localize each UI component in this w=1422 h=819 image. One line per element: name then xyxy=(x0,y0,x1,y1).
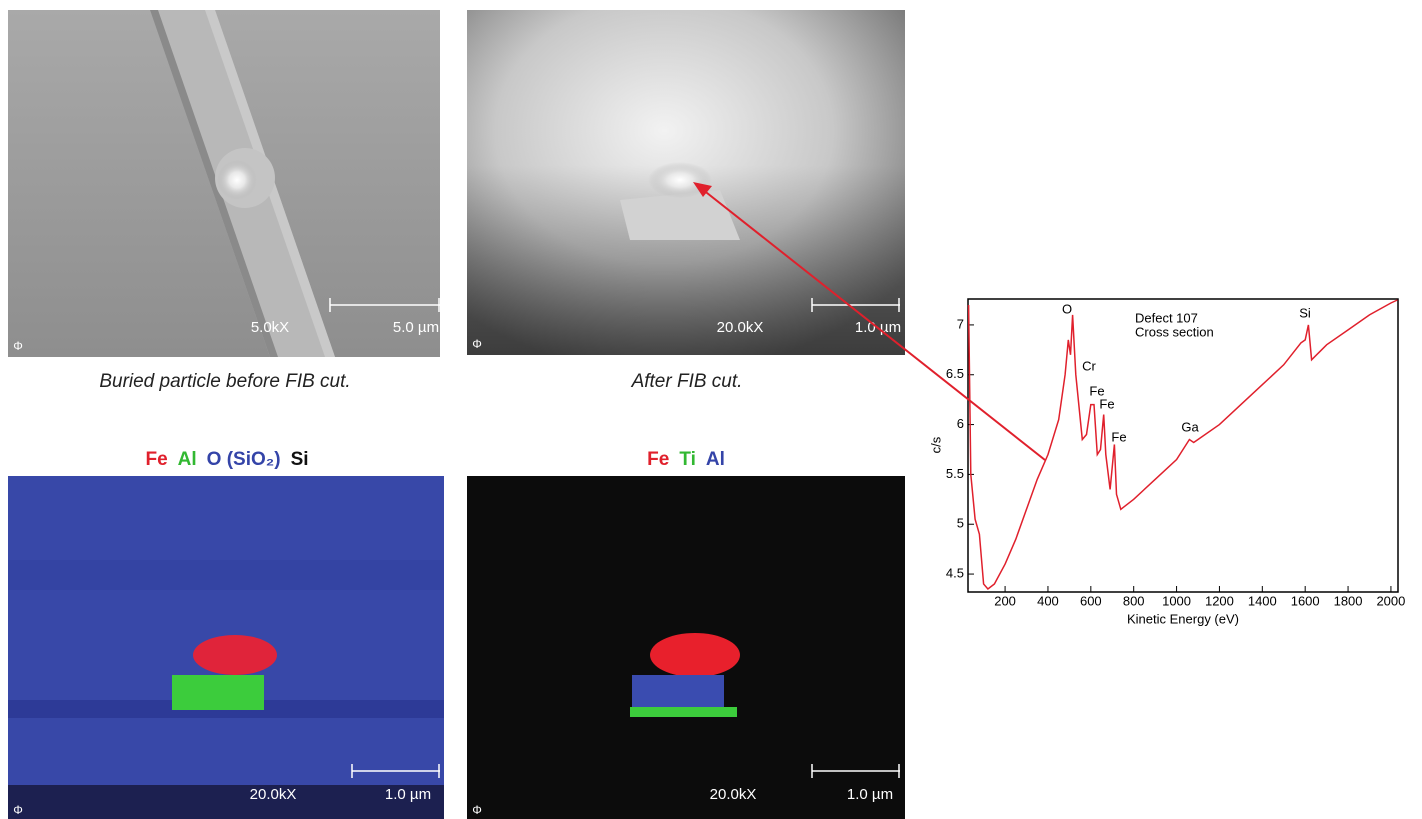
y-tick-label: 7 xyxy=(957,316,964,331)
annotation: Fe xyxy=(1111,429,1126,444)
sem-image xyxy=(8,10,440,357)
y-axis-label: c/s xyxy=(928,436,943,453)
y-tick-label: 6.5 xyxy=(946,366,964,381)
annotation: Ga xyxy=(1181,419,1199,434)
annotation: Si xyxy=(1299,305,1311,320)
plot-frame xyxy=(968,299,1398,592)
caption: Buried particle before FIB cut. xyxy=(99,371,350,392)
logo: Φ xyxy=(472,337,482,351)
element-label: Al xyxy=(706,449,725,470)
x-tick-label: 600 xyxy=(1080,593,1102,608)
caption: After FIB cut. xyxy=(631,371,743,392)
element-label: Fe xyxy=(647,449,669,470)
spectrum-line xyxy=(969,300,1398,589)
logo: Φ xyxy=(13,803,23,817)
magnification: 20.0kX xyxy=(710,786,757,803)
x-tick-label: 1000 xyxy=(1162,593,1191,608)
x-tick-label: 1600 xyxy=(1291,593,1320,608)
logo: Φ xyxy=(472,803,482,817)
element-map xyxy=(8,476,444,819)
y-tick-label: 5 xyxy=(957,516,964,531)
element-legend: Fe Al O (SiO₂) Si xyxy=(145,449,308,470)
logo: Φ xyxy=(13,339,23,353)
figure: 5.0kX 5.0 µm Φ 20.0kX 1.0 µm Φ 20.0kX 1.… xyxy=(0,0,1422,819)
x-axis-label: Kinetic Energy (eV) xyxy=(1127,611,1239,626)
element-label: Al xyxy=(178,449,197,470)
element-label: O (SiO₂) xyxy=(207,449,281,470)
spectrum-chart: 200 400 600 800 1000 1200 1400 1600 1800 2000 4.5 5… xyxy=(928,299,1405,626)
magnification: 20.0kX xyxy=(717,319,764,336)
scale-label: 1.0 µm xyxy=(847,786,893,803)
annotation: Cross section xyxy=(1135,324,1214,339)
element-label: Si xyxy=(291,449,309,470)
magnification: 20.0kX xyxy=(250,786,297,803)
y-tick-label: 5.5 xyxy=(946,466,964,481)
scale-label: 1.0 µm xyxy=(385,786,431,803)
element-map xyxy=(467,476,905,819)
sem-image xyxy=(467,10,905,355)
x-tick-label: 1400 xyxy=(1248,593,1277,608)
y-tick-label: 6 xyxy=(957,416,964,431)
x-tick-label: 1200 xyxy=(1205,593,1234,608)
scale-label: 5.0 µm xyxy=(393,319,439,336)
element-label: Ti xyxy=(679,449,696,470)
annotation: Cr xyxy=(1082,358,1096,373)
x-tick-label: 400 xyxy=(1037,593,1059,608)
x-tick-label: 200 xyxy=(994,593,1016,608)
annotation: Defect 107 xyxy=(1135,310,1198,325)
annotation: Fe xyxy=(1099,396,1114,411)
x-tick-label: 800 xyxy=(1123,593,1145,608)
annotation: O xyxy=(1062,301,1072,316)
magnification: 5.0kX xyxy=(251,319,289,336)
x-tick-label: 2000 xyxy=(1376,593,1405,608)
element-label: Fe xyxy=(145,449,167,470)
x-tick-label: 1800 xyxy=(1334,593,1363,608)
element-legend: Fe Ti Al xyxy=(647,449,725,470)
y-tick-label: 4.5 xyxy=(946,565,964,580)
